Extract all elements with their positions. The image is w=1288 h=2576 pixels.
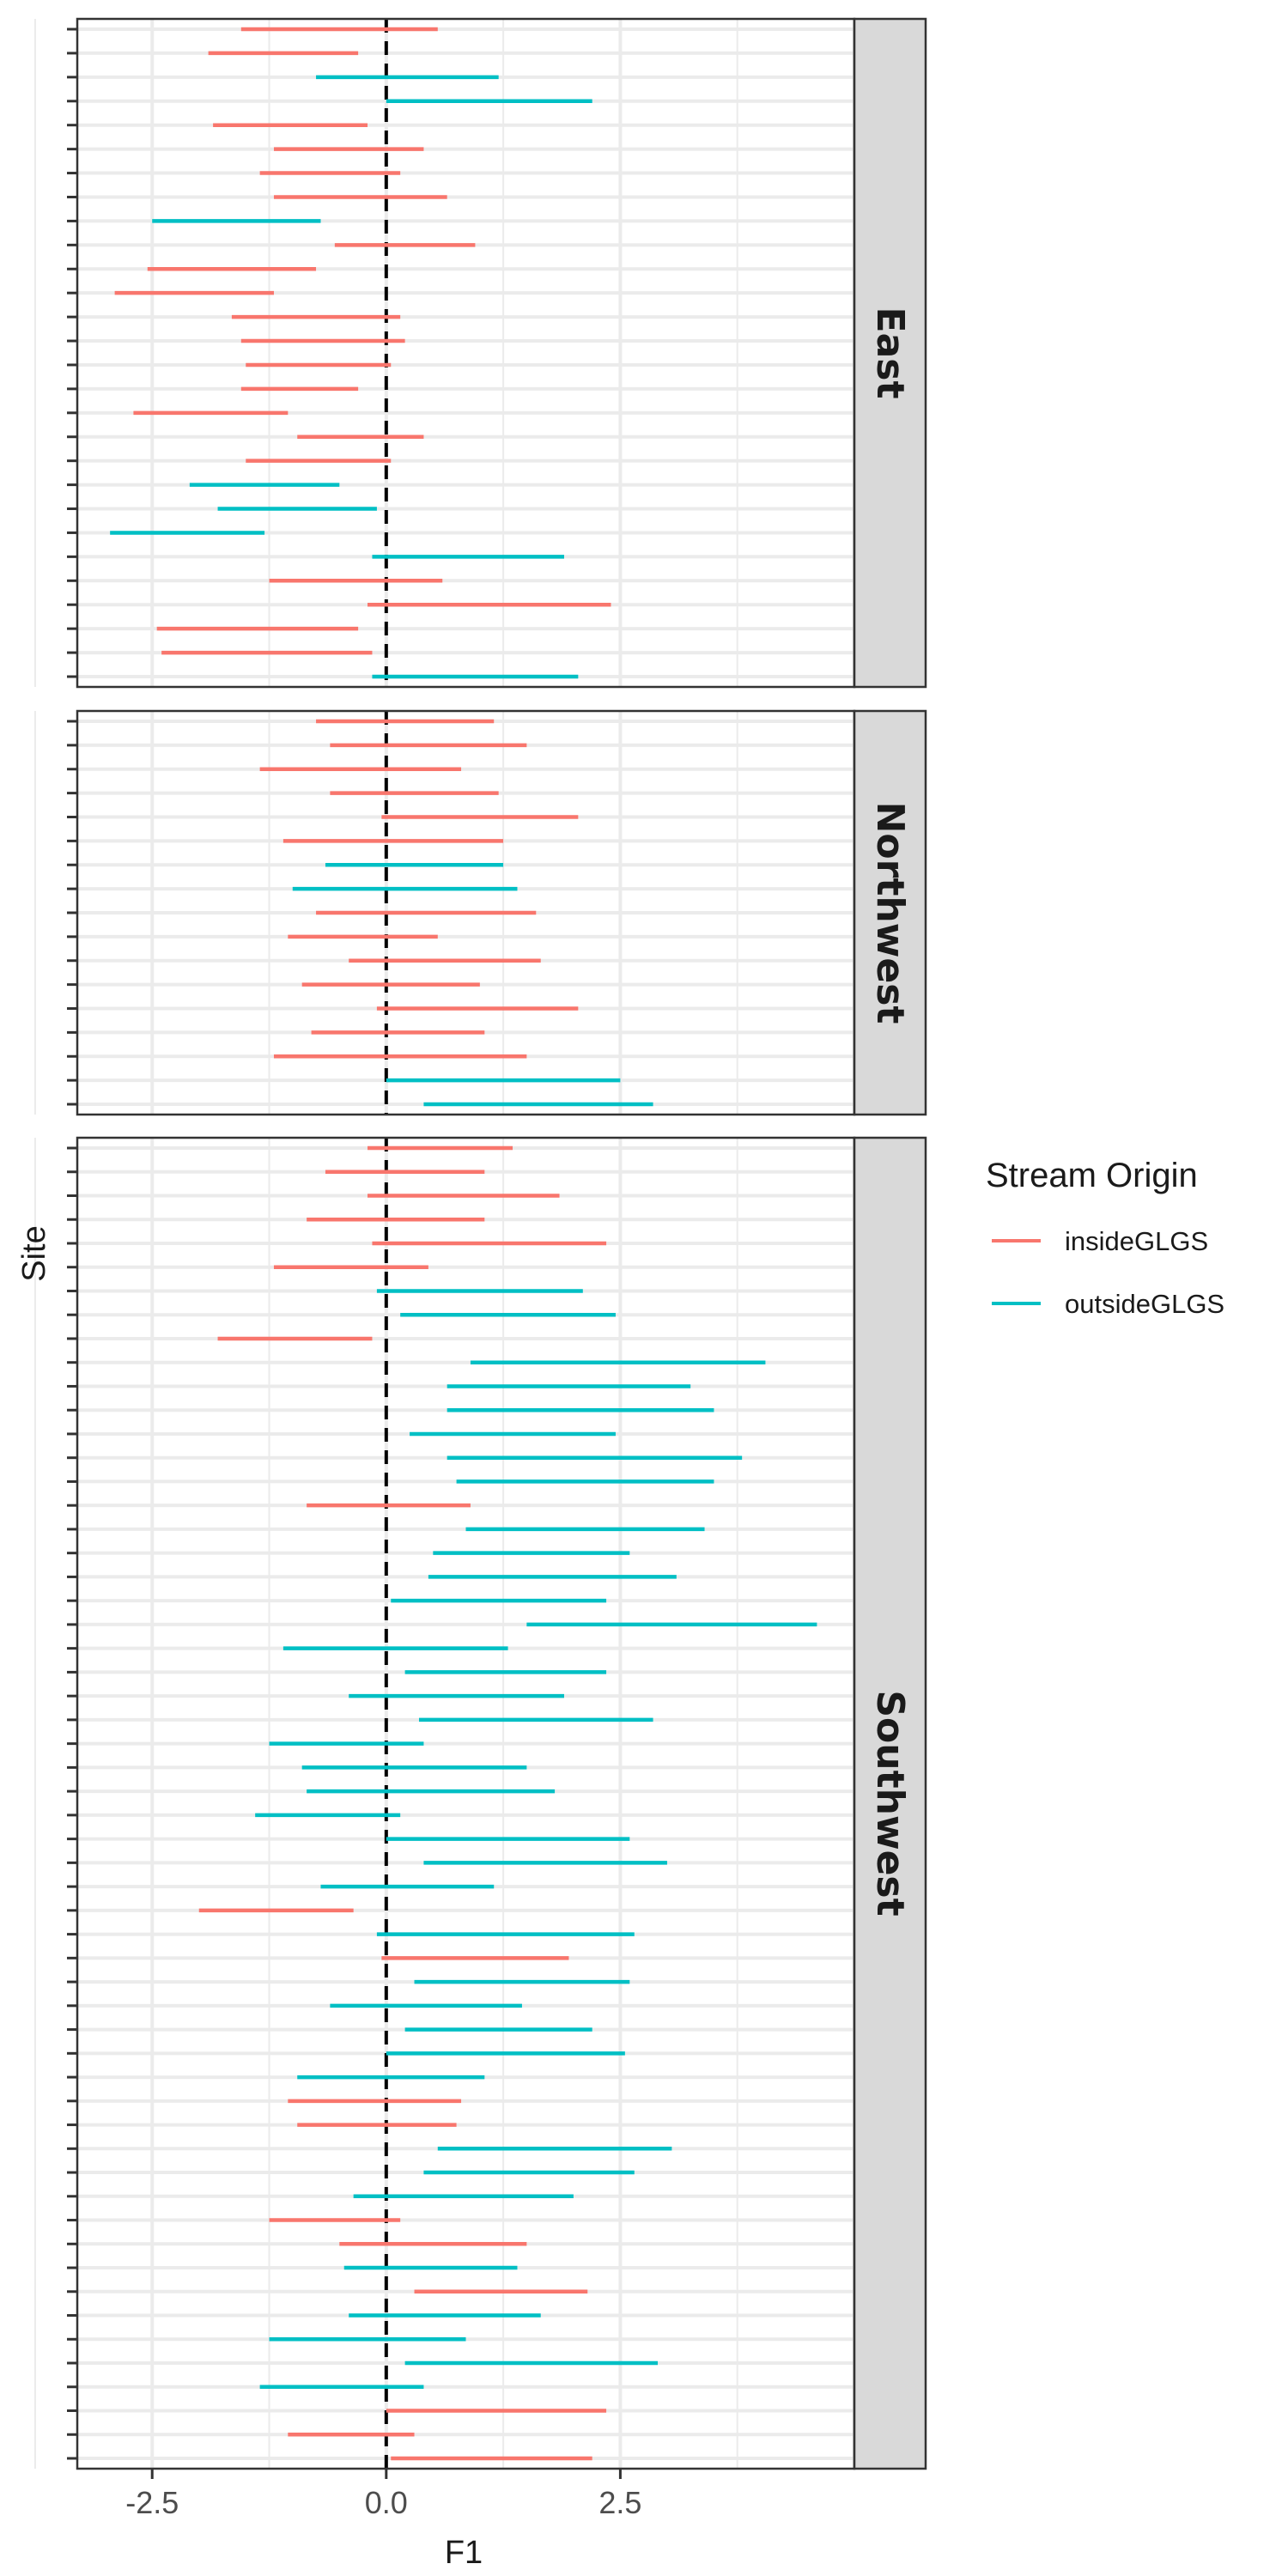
panel-northwest: Northwest	[33, 709, 927, 1116]
x-tick-label: 0.0	[365, 2485, 408, 2520]
legend-title: Stream Origin	[986, 1157, 1198, 1194]
facet-strip	[853, 709, 927, 1116]
facet-label-east: East	[868, 307, 912, 399]
x-axis: -2.5 0.0 2.5	[125, 2469, 641, 2520]
x-axis-title: F1	[445, 2535, 483, 2571]
facet-label-southwest: Southwest	[868, 1690, 912, 1916]
facet-label-northwest: Northwest	[868, 802, 912, 1024]
panel-background	[77, 19, 854, 687]
facet-panels: East Northwest Southwest	[33, 17, 927, 2470]
facet-strip	[853, 17, 927, 689]
legend-label-outsideGLGS: outsideGLGS	[1065, 1289, 1224, 1319]
x-tick-label: -2.5	[125, 2485, 179, 2520]
panel-southwest: Southwest	[33, 1136, 927, 2470]
panel-background	[77, 1138, 854, 2469]
x-tick-label: 2.5	[598, 2485, 641, 2520]
facet-strip	[853, 1136, 927, 2470]
y-axis-title: Site	[16, 1225, 52, 1281]
legend: Stream Origin insideGLGS outsideGLGS	[986, 1157, 1224, 1319]
legend-label-insideGLGS: insideGLGS	[1065, 1226, 1208, 1256]
panel-east: East	[33, 17, 927, 689]
